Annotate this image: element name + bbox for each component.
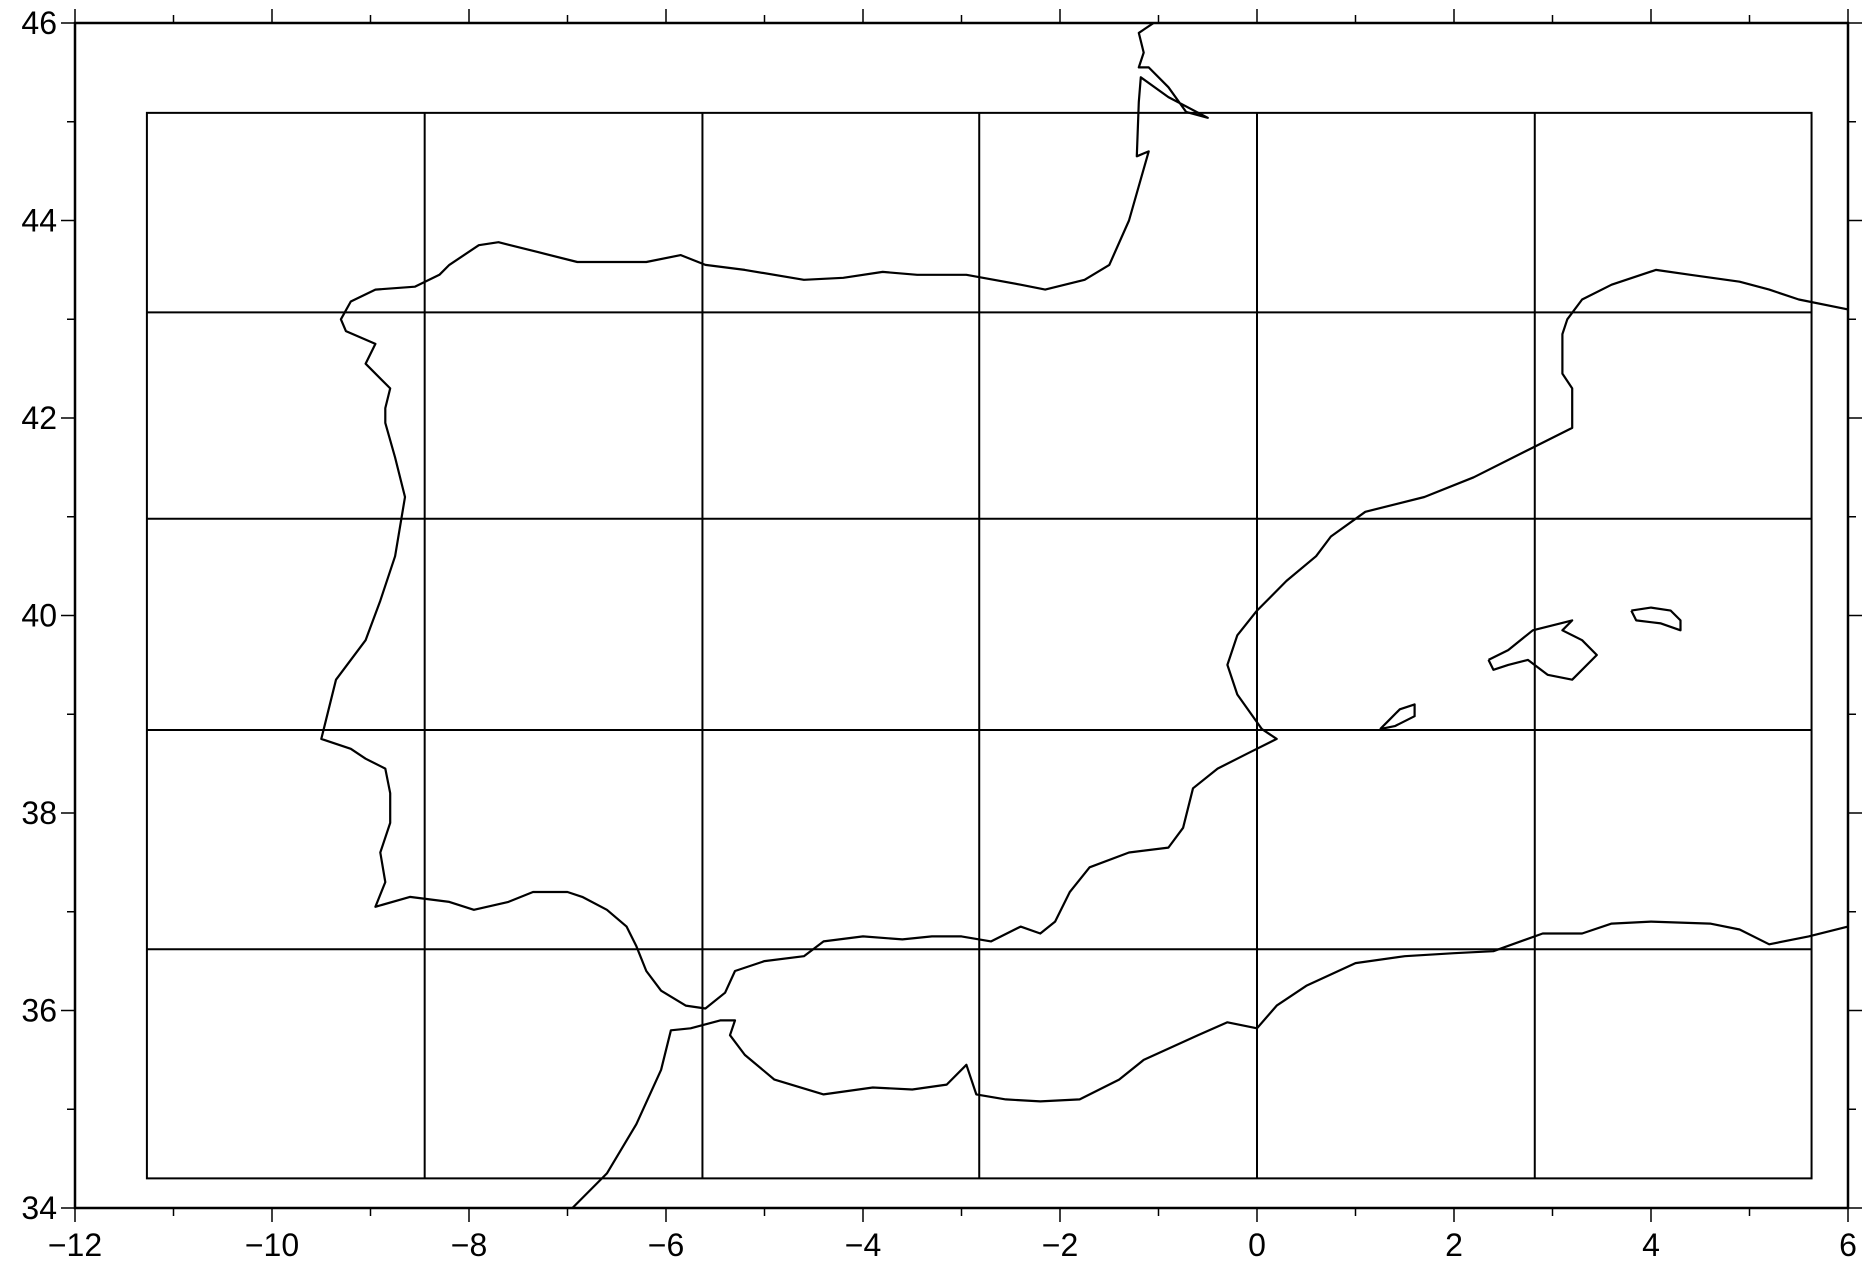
y-tick-label: 42 xyxy=(21,400,57,436)
x-tick-label: 4 xyxy=(1642,1227,1660,1263)
coastline-ibiza xyxy=(1379,703,1416,731)
x-tick-label: −4 xyxy=(845,1227,881,1263)
y-tick-label: 34 xyxy=(21,1190,57,1226)
coastline-layer xyxy=(320,22,1849,1209)
axis-ticks xyxy=(61,9,1862,1222)
x-tick-label: −6 xyxy=(648,1227,684,1263)
coastline-iberia-and-france xyxy=(320,22,1849,1010)
x-tick-label: −8 xyxy=(451,1227,487,1263)
y-tick-label: 36 xyxy=(21,993,57,1029)
coastline-north-africa xyxy=(571,920,1849,1209)
x-tick-label: −12 xyxy=(48,1227,102,1263)
x-tick-label: −2 xyxy=(1042,1227,1078,1263)
y-tick-label: 44 xyxy=(21,203,57,239)
x-tick-label: 2 xyxy=(1445,1227,1463,1263)
y-tick-label: 40 xyxy=(21,598,57,634)
x-tick-label: −10 xyxy=(245,1227,299,1263)
y-tick-label: 46 xyxy=(21,5,57,41)
grid-cells xyxy=(145,111,1813,1180)
x-tick-label: 0 xyxy=(1248,1227,1266,1263)
y-tick-label: 38 xyxy=(21,795,57,831)
coastline-mallorca xyxy=(1487,619,1598,681)
coastline-menorca xyxy=(1630,606,1682,632)
x-tick-label: 6 xyxy=(1839,1227,1857,1263)
